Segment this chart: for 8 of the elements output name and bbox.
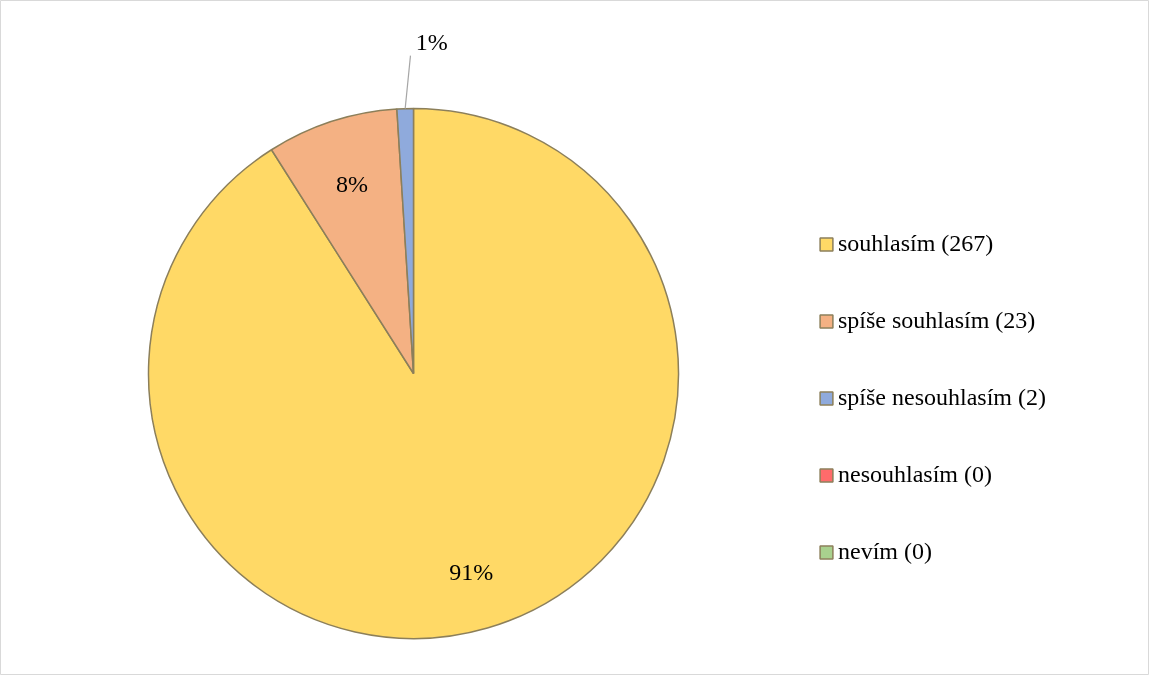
data-label: 1% (415, 29, 448, 56)
legend-label: spíše souhlasím (23) (838, 307, 1036, 334)
legend-label: souhlasím (267) (838, 230, 994, 257)
data-label: 91% (449, 558, 494, 585)
legend-label: nevím (0) (838, 538, 932, 565)
data-label: 8% (336, 171, 369, 198)
legend-label: nesouhlasím (0) (838, 461, 992, 488)
legend-label: spíše nesouhlasím (2) (838, 384, 1046, 411)
